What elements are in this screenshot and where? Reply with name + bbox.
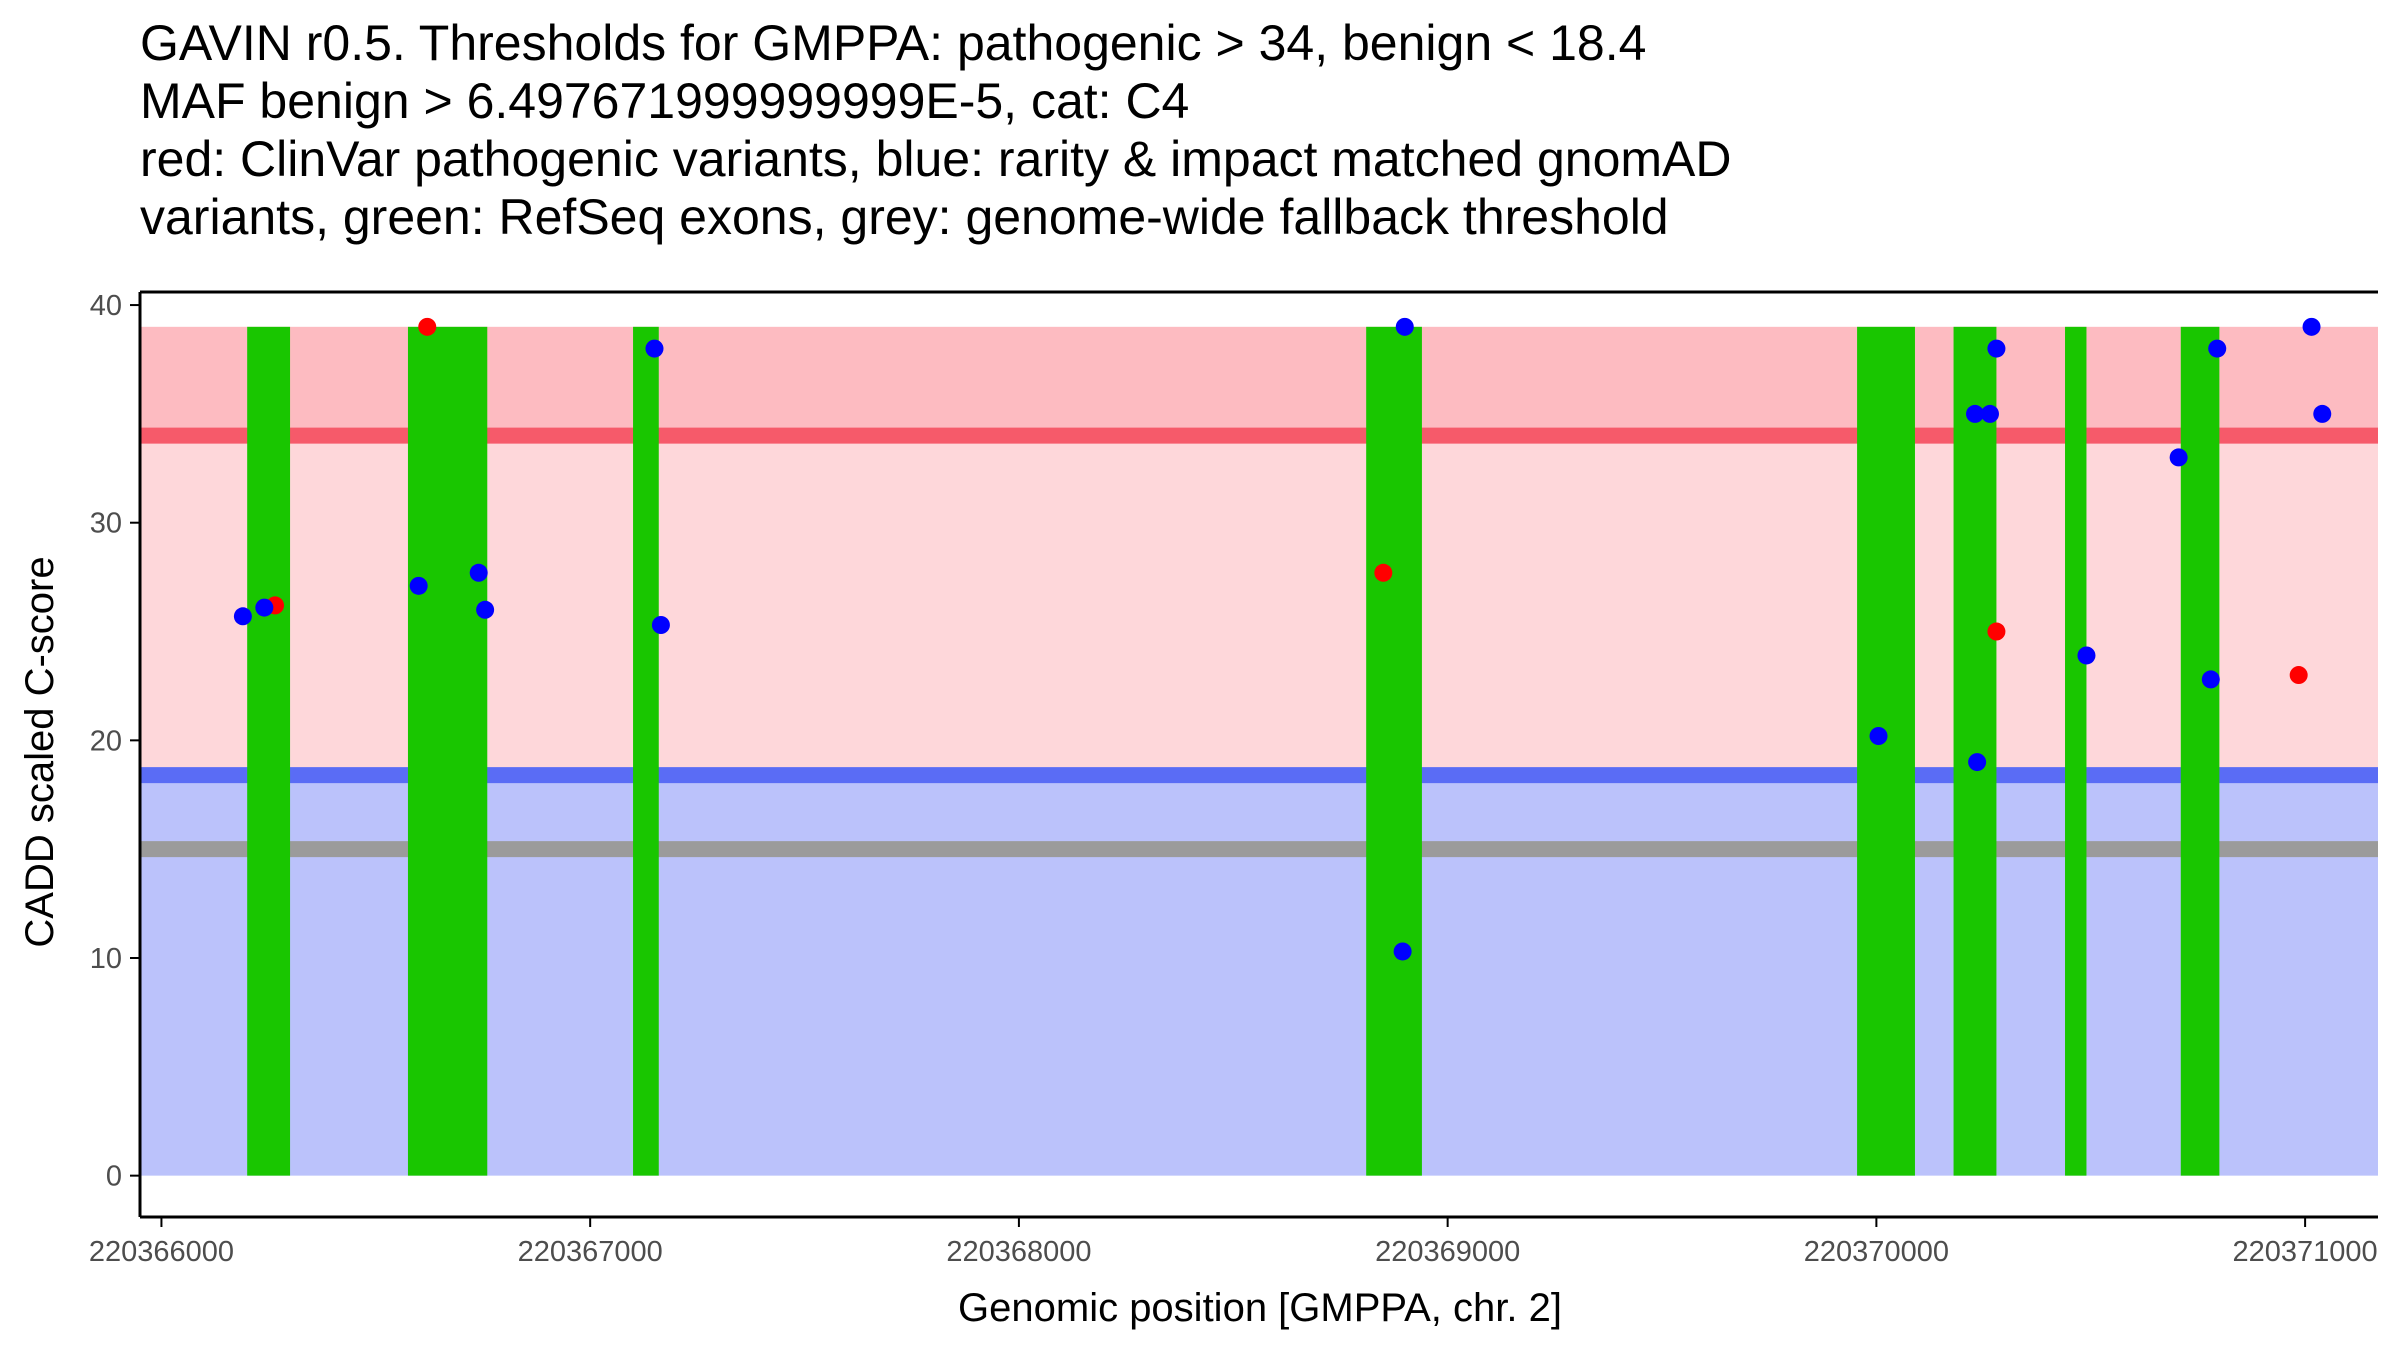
- exon-bar-1: [247, 326, 291, 1176]
- gnomad-point-15: [2077, 646, 2096, 665]
- gnomad-point-17: [2201, 670, 2220, 689]
- title-line-1: GAVIN r0.5. Thresholds for GMPPA: pathog…: [140, 15, 1646, 71]
- region-pathogenic-zone: [140, 326, 2378, 436]
- gnomad-point-8: [1395, 317, 1414, 336]
- gnomad-point-10: [1869, 727, 1888, 745]
- region-VOUS-zone: [140, 435, 2378, 776]
- variant-points: [233, 317, 2332, 961]
- x-tick-label-4: 220369000: [1375, 1236, 1520, 1268]
- threshold-lines: [140, 427, 2378, 858]
- chart-title: GAVIN r0.5. Thresholds for GMPPA: pathog…: [140, 15, 1731, 245]
- gnomad-point-5: [476, 600, 495, 619]
- x-tick-label-1: 220366000: [89, 1236, 234, 1268]
- gnomad-point-9: [1393, 942, 1412, 961]
- gnomad-point-14: [1968, 753, 1987, 772]
- exon-bar-7: [2065, 326, 2087, 1176]
- gnomad-point-16: [2169, 448, 2188, 467]
- gnomad-point-18: [2208, 339, 2227, 358]
- gnomad-point-2: [255, 598, 274, 617]
- exon-bar-6: [1953, 326, 1997, 1176]
- exon-bar-2: [407, 326, 488, 1176]
- y-axis-title: CADD scaled C-score: [18, 556, 62, 947]
- gnomad-point-7: [651, 616, 670, 634]
- x-tick-label-5: 220370000: [1804, 1236, 1949, 1268]
- gnomad-point-20: [2313, 404, 2332, 423]
- exon-bars: [247, 326, 2220, 1176]
- gnomad-point-4: [469, 563, 488, 582]
- clinvar-point-5: [2289, 666, 2308, 685]
- title-line-4: variants, green: RefSeq exons, grey: gen…: [140, 189, 1669, 245]
- exon-bar-3: [633, 326, 659, 1176]
- y-tick-label-40: 40: [90, 290, 122, 322]
- x-tick-label-3: 220368000: [946, 1236, 1091, 1268]
- gnomad-point-13: [1987, 339, 2006, 358]
- x-tick-label-6: 220371000: [2233, 1236, 2378, 1268]
- gnomad-point-11: [1965, 404, 1984, 423]
- exon-bar-5: [1857, 326, 1915, 1176]
- title-line-3: red: ClinVar pathogenic variants, blue: …: [140, 131, 1731, 187]
- clinvar-point-3: [1374, 563, 1393, 582]
- y-tick-label-30: 30: [90, 508, 122, 540]
- y-tick-label-20: 20: [90, 725, 122, 757]
- exon-bar-4: [1366, 326, 1422, 1176]
- clinvar-point-4: [1987, 622, 2006, 641]
- gnomad-point-12: [1980, 404, 1999, 423]
- gnomad-point-1: [233, 607, 252, 626]
- axes: 0 10 20 30 40 220366000 220367000 220368000 2203…: [89, 290, 2378, 1268]
- clinvar-point-2: [418, 317, 437, 336]
- y-tick-label-0: 0: [106, 1161, 122, 1193]
- exon-bar-8: [2180, 326, 2220, 1176]
- y-tick-label-10: 10: [90, 943, 122, 975]
- x-axis-title: Genomic position [GMPPA, chr. 2]: [958, 1286, 1562, 1330]
- x-tick-label-2: 220367000: [518, 1236, 663, 1268]
- gnomad-point-19: [2302, 317, 2321, 336]
- gnomad-point-3: [409, 576, 428, 595]
- gnomad-point-6: [645, 339, 664, 358]
- title-line-2: MAF benign > 6.497671999999999E-5, cat: …: [140, 73, 1189, 129]
